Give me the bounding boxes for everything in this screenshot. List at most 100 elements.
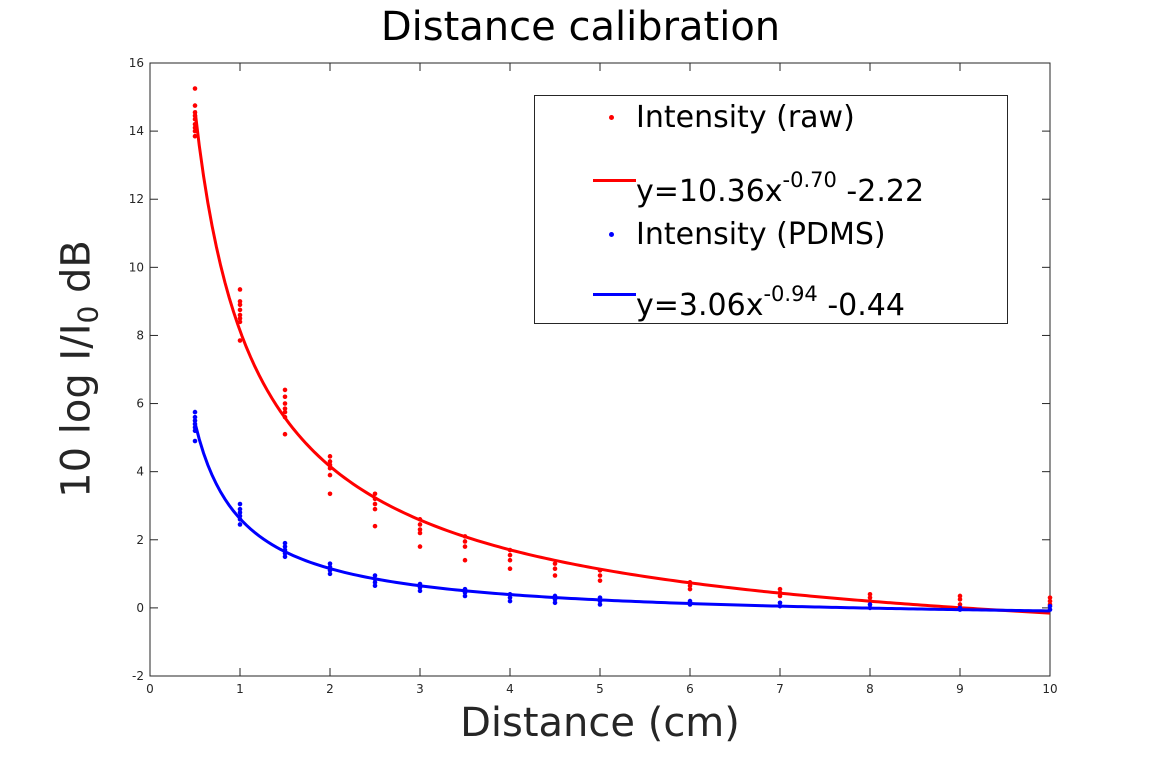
data-point-2 [327,561,333,566]
y-tick-label: 4 [136,465,144,479]
y-tick-label: -2 [132,669,144,683]
data-point-0 [462,539,468,544]
data-point-2 [282,540,288,546]
data-point-0 [777,586,783,592]
legend-line-pdms-fit [593,293,636,296]
legend-label-pdms: Intensity (PDMS) [636,217,886,252]
legend-entry-raw-fit: y=10.36x-0.70 -2.22 [535,160,1009,209]
fit-line-1 [193,110,1051,615]
legend-marker-raw [609,115,614,120]
data-point-0 [327,472,333,478]
data-point-2 [192,414,198,420]
data-point-0 [552,573,558,578]
data-point-0 [687,583,693,589]
y-tick-label: 16 [129,56,144,70]
x-tick-label: 4 [506,682,514,696]
data-point-2 [372,573,378,578]
y-axis-label-subscript: 0 [71,305,105,324]
data-point-2 [1047,603,1053,609]
data-point-0 [282,409,288,415]
x-tick-label: 3 [416,682,424,696]
x-tick-label: 7 [776,682,784,696]
data-point-0 [282,401,288,406]
data-point-0 [777,593,783,599]
legend-raw-fit-offset: -2.22 [836,174,925,209]
data-point-2 [597,602,603,607]
data-point-0 [282,387,288,393]
data-point-2 [192,418,198,423]
data-point-0 [372,506,378,512]
y-axis-label: 10 log I/I0 dB [54,240,105,498]
y-tick-label: 6 [136,397,144,411]
data-point-0 [237,302,243,308]
data-point-0 [237,287,243,292]
data-point-2 [192,438,198,444]
y-tick-label: 12 [129,192,144,206]
legend-entry-pdms: Intensity (PDMS) [535,215,1009,255]
data-point-2 [507,595,513,600]
data-point-2 [327,571,333,577]
y-tick-label: 0 [136,601,144,615]
data-point-0 [552,566,558,572]
data-point-0 [462,557,468,563]
legend-label-pdms-fit: y=3.06x-0.94 -0.44 [636,274,905,326]
x-tick-label: 2 [326,682,334,696]
data-point-2 [372,583,378,589]
x-tick-label: 0 [146,682,154,696]
data-point-2 [192,409,198,415]
data-point-0 [327,459,333,464]
y-axis-label-suffix: dB [53,240,100,306]
data-point-0 [282,394,288,400]
data-point-0 [372,491,378,497]
data-point-0 [462,544,468,549]
x-tick-label: 9 [956,682,964,696]
legend-line-raw-fit [593,179,636,182]
data-point-0 [507,566,513,572]
data-point-0 [507,552,513,558]
legend-raw-fit-exponent: -0.70 [782,168,837,192]
data-point-0 [192,103,198,108]
data-point-0 [1047,595,1053,600]
x-tick-label: 10 [1042,682,1057,696]
legend-entry-pdms-fit: y=3.06x-0.94 -0.44 [535,274,1009,323]
data-point-0 [417,530,423,536]
legend-pdms-fit-base: y=3.06x [636,288,764,323]
legend: Intensity (raw) y=10.36x-0.70 -2.22 Inte… [534,95,1008,324]
data-point-0 [687,586,693,592]
y-tick-label: 8 [136,328,144,342]
legend-label-raw: Intensity (raw) [636,100,855,135]
data-point-0 [237,338,243,343]
x-tick-label: 5 [596,682,604,696]
x-axis-label: Distance (cm) [460,700,740,746]
data-point-0 [372,501,378,507]
data-point-0 [957,593,963,599]
data-point-2 [507,598,513,604]
y-axis-label-prefix: 10 log I/I [53,323,100,498]
data-point-2 [237,506,243,512]
y-tick-label: 2 [136,533,144,547]
data-point-0 [1047,598,1053,604]
x-tick-label: 6 [686,682,694,696]
legend-raw-fit-base: y=10.36x [636,174,783,209]
legend-marker-pdms [609,232,614,237]
data-point-0 [552,561,558,566]
data-point-2 [282,544,288,549]
data-point-0 [327,491,333,497]
data-point-2 [867,602,873,607]
data-point-2 [417,588,423,594]
data-point-2 [237,522,243,527]
data-point-0 [417,522,423,527]
data-point-0 [237,299,243,304]
x-tick-label: 1 [236,682,244,696]
data-point-0 [957,597,963,602]
x-tick-label: 8 [866,682,874,696]
data-point-0 [867,595,873,600]
data-point-2 [237,510,243,515]
chart-title: Distance calibration [380,4,781,50]
data-point-2 [372,580,378,585]
data-point-0 [507,557,513,563]
data-point-0 [417,527,423,532]
data-point-2 [777,600,783,606]
